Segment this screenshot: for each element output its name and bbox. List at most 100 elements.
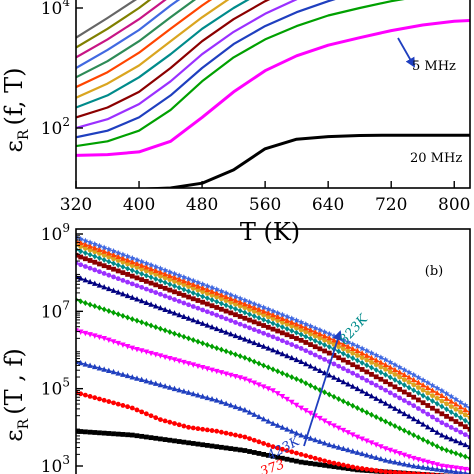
panel-b-series-10-point-44 (279, 320, 285, 325)
panel-b-series-10-point-57 (340, 346, 346, 352)
panel-b-series-7-point-77 (434, 417, 440, 423)
panel-b-series-8-point-48 (298, 337, 304, 343)
panel-b-series-1-point-27 (200, 442, 206, 448)
panel-b-series-11 (76, 237, 470, 416)
panel-b-series-12-point-3 (87, 239, 94, 246)
panel-b-series-3-point-20 (167, 384, 173, 390)
panel-b-series-2-point-28 (204, 427, 210, 433)
panel-b-series-7-point-58 (345, 368, 351, 374)
panel-b-series-9-point-71 (406, 384, 412, 391)
panel-b-series-4-point-75 (424, 459, 431, 466)
panel-b-annotation-823k: 823K (337, 311, 372, 348)
panel-b-series-5-point-68 (392, 423, 398, 430)
panel-b-series-4-point-76 (429, 461, 436, 467)
svg-text:εR(T , f): εR (T , f) (0, 348, 32, 442)
panel-b-series-8-point-14 (139, 277, 145, 283)
panel-b-series-10-point-4 (92, 249, 98, 255)
panel-b-series-3-point-7 (106, 367, 112, 374)
panel-b-series-9-point-61 (359, 359, 365, 366)
panel-b-series-9-point-9 (115, 262, 121, 269)
panel-b-series-11-point-5 (96, 246, 103, 253)
panel-b-series-7-point-71 (406, 400, 412, 406)
panel-b-series-8-point-34 (233, 312, 238, 318)
panel-b-series-8-point-42 (270, 326, 276, 332)
panel-b-series-2-point-62 (364, 466, 370, 472)
panel-b-series-12-point-83 (462, 402, 469, 409)
panel-b-series-12-point-5 (96, 242, 103, 249)
panel-b-series-8-point-50 (308, 342, 313, 347)
panel-b-series-2-point-14 (139, 409, 145, 415)
panel-b-series-4-point-3 (87, 332, 93, 338)
panel-b-series-2-point-6 (101, 397, 107, 403)
panel-b-series-9-point-40 (261, 316, 267, 323)
panel-b-series-3-point-48 (298, 432, 304, 438)
panel-b-series-10-point-40 (261, 312, 267, 318)
panel-b-series-5-point-34 (233, 351, 238, 358)
panel-b-series-6-point-75 (424, 423, 431, 430)
panel-b-series-10-point-42 (270, 316, 276, 322)
panel-b-series-5-point-33 (228, 349, 234, 356)
panel-b-series-10-point-10 (120, 259, 126, 265)
panel-b-series-6-point-17 (152, 303, 159, 309)
panel-b-series-5-point-22 (176, 332, 182, 339)
panel-b-series-8-point-67 (387, 381, 393, 387)
panel-b-series-11-point-64 (373, 357, 379, 363)
panel-b-series-6-point-34 (232, 332, 239, 339)
panel-b-series-4-point-5 (96, 334, 103, 341)
panel-b-series-8-point-70 (401, 389, 407, 395)
panel-b-series-12-point-75 (424, 379, 431, 386)
panel-b-series-11-point-16 (148, 265, 154, 272)
panel-b-series-3-point-19 (162, 383, 168, 389)
panel-b-y-tick-label-9: 109 (41, 221, 70, 245)
panel-b-series-8-point-43 (275, 328, 281, 334)
panel-b-series-4-point-47 (293, 402, 300, 409)
panel-b-series-12-point-32 (223, 289, 230, 296)
panel-b-series-1-point-7 (106, 431, 112, 436)
panel-b-series-8-point-1 (78, 254, 84, 260)
panel-b-series-5-point-57 (340, 398, 346, 405)
panel-b-series-7-point-12 (129, 281, 135, 287)
panel-b-series-1-point-4 (92, 430, 98, 435)
panel-b-series-3-point-8 (110, 368, 117, 375)
panel-b-series-1-point-33 (228, 446, 234, 451)
panel-b-series-9-point-47 (294, 329, 299, 336)
panel-b-series-1-point-48 (298, 459, 304, 465)
panel-b-series-9-point-34 (233, 305, 238, 312)
panel-b-series-7-point-9 (115, 276, 121, 282)
panel-b-series-11-point-54 (326, 335, 333, 341)
panel-b-series-4-point-15 (143, 349, 150, 355)
panel-b-series-2-point-4 (92, 395, 98, 401)
panel-b-series-5-point-48 (298, 377, 304, 384)
panel-b-series-11-point-3 (87, 243, 93, 249)
panel-b-series-9-point-36 (242, 309, 248, 316)
panel-b-series-7-point-72 (411, 403, 417, 409)
panel-b-series-7-point-40 (261, 330, 267, 336)
panel-b-series-1-point-28 (204, 442, 210, 448)
panel-b-series-9-point-23 (181, 286, 187, 293)
panel-b-series-6-point-9 (115, 289, 122, 295)
panel-b-series-1-point-41 (265, 452, 271, 458)
panel-b-y-tick-label-7: 107 (41, 298, 70, 322)
panel-b-series-2-point-55 (331, 460, 337, 466)
panel-b-series-5-point-16 (148, 322, 154, 329)
panel-b-series-6-point-27 (199, 320, 206, 326)
panel-b-series-3-point-66 (382, 457, 389, 463)
panel-a-frequency-arrow (397, 37, 415, 68)
panel-b-series-10-point-56 (336, 344, 342, 350)
panel-b-series-11-point-27 (199, 284, 206, 291)
panel-b-series-5-point-54 (326, 391, 332, 398)
panel-b-series-4-point-79 (443, 464, 450, 470)
panel-b-series-7-point-82 (458, 429, 464, 435)
panel-b-series-3-point-75 (424, 464, 431, 471)
panel-b-series-6 (76, 273, 470, 450)
panel-b-series-2-point-15 (143, 411, 149, 417)
panel-b-series-2-point-21 (172, 421, 177, 426)
panel-b-series-5-point-8 (111, 309, 116, 316)
panel-b-series-8-point-82 (458, 421, 464, 427)
panel-b-series-9-point-27 (200, 293, 206, 300)
panel-b-series-7-point-52 (317, 354, 323, 360)
panel-b-series-10-point-24 (186, 284, 191, 289)
panel-b-series-4-point-35 (237, 375, 243, 381)
panel-b-series-9-point-70 (401, 382, 407, 389)
panel-b-series-2-point-39 (256, 439, 262, 445)
